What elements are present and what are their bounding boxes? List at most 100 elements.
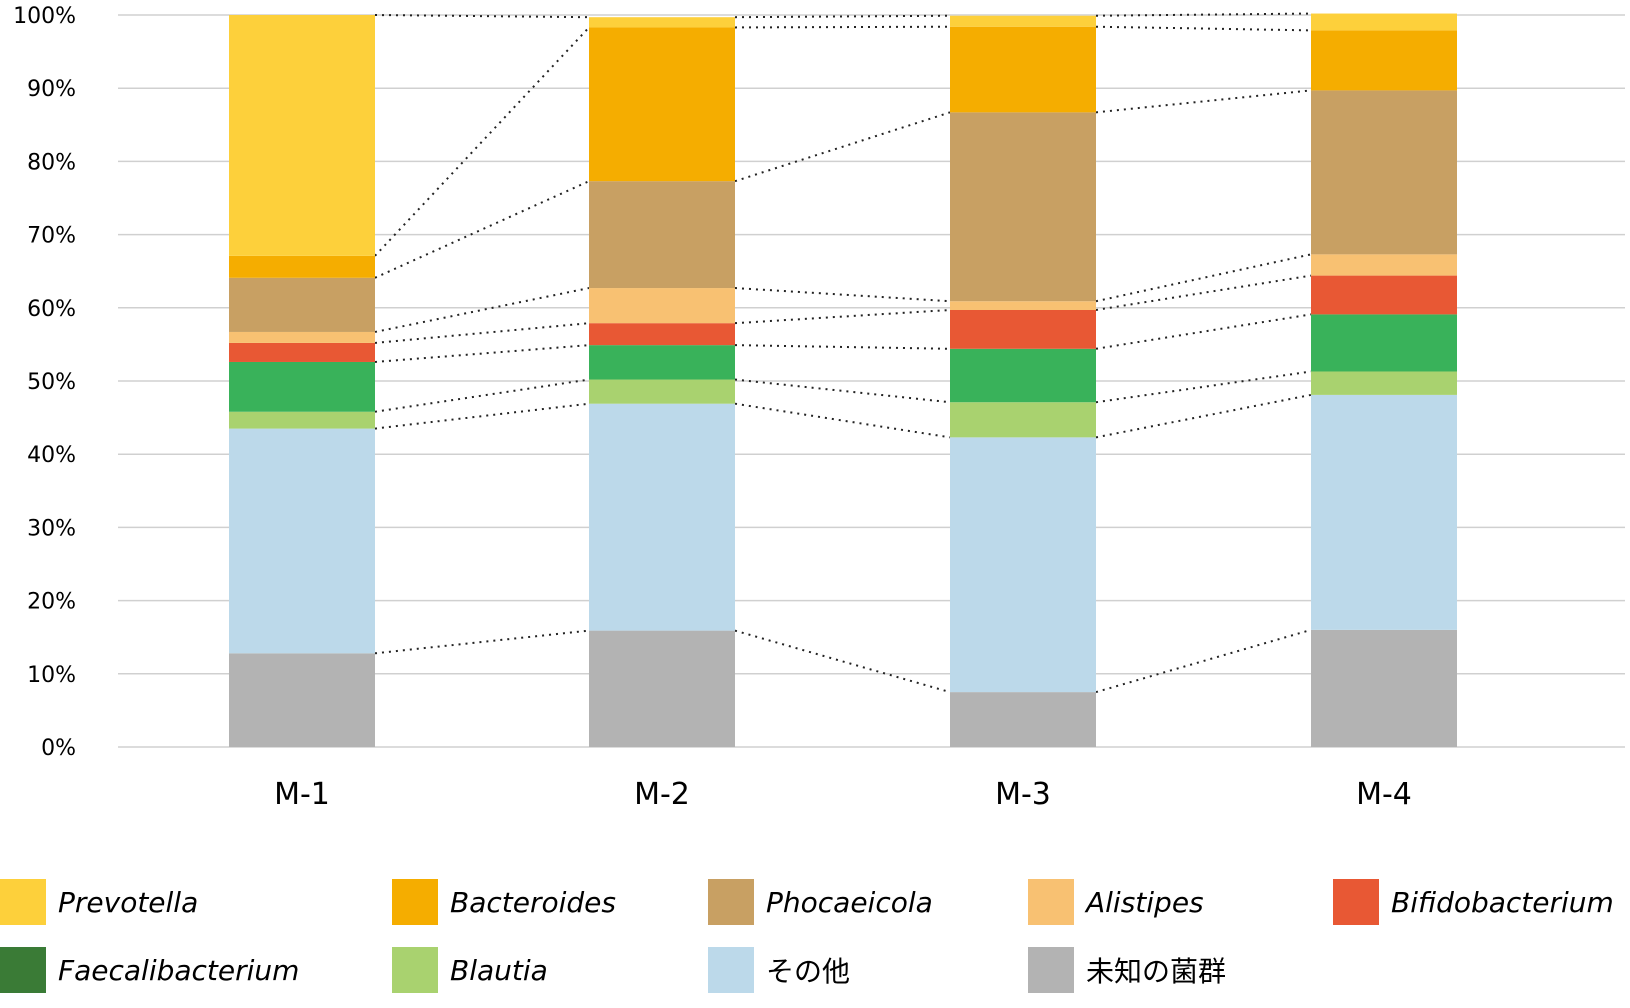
y-tick-label: 70% (27, 224, 76, 249)
y-tick-label: 80% (27, 150, 76, 175)
x-category-label: M-1 (274, 777, 330, 812)
bar-segment-Blautia (1311, 371, 1457, 395)
connector-line (374, 344, 590, 363)
legend-item: Bifidobacterium (1333, 878, 1614, 926)
connector-line (374, 26, 590, 257)
bar-segment-未知の菌群 (589, 630, 735, 747)
bar-segment-Bifidobacterium (1311, 275, 1457, 315)
connector-lines (374, 12, 1312, 694)
legend: Prevotella Bacteroides Phocaeicola Alistipe… (0, 878, 1630, 1008)
bar-segment-Alistipes (229, 331, 375, 343)
y-tick-label: 30% (27, 516, 76, 541)
legend-label: Faecalibacterium (58, 953, 300, 987)
legend-swatch (0, 947, 46, 993)
bar-segment-Prevotella (950, 15, 1096, 27)
legend-swatch (392, 947, 438, 993)
legend-item: Alistipes (1028, 878, 1204, 926)
connector-line (734, 378, 951, 404)
connector-line (1095, 25, 1312, 32)
y-tick-label: 10% (27, 663, 76, 688)
legend-swatch (708, 879, 754, 925)
legend-swatch (1333, 879, 1379, 925)
bar-segment-未知の菌群 (1311, 629, 1457, 747)
bar-segment-未知の菌群 (229, 653, 375, 747)
x-category-label: M-3 (995, 777, 1051, 812)
connector-line (734, 14, 951, 19)
legend-label: 未知の菌群 (1086, 955, 1227, 988)
connector-line (734, 308, 951, 325)
bar-segment-Bacteroides (950, 26, 1096, 113)
bar-segment-その他 (589, 403, 735, 631)
legend-item: Prevotella (0, 878, 198, 926)
legend-label: その他 (766, 955, 851, 988)
y-tick-label: 0% (41, 736, 76, 761)
bar-segment-Phocaeicola (229, 277, 375, 332)
bar-segment-Bacteroides (229, 255, 375, 278)
legend-swatch (392, 879, 438, 925)
bar-segment-Blautia (950, 402, 1096, 438)
bar-segment-Phocaeicola (950, 112, 1096, 302)
connector-line (734, 629, 951, 694)
legend-item: Faecalibacterium (0, 946, 299, 994)
legend-item: Blautia (392, 946, 548, 994)
connector-line (374, 402, 590, 430)
connector-line (374, 287, 590, 333)
bar-segment-Bacteroides (589, 27, 735, 182)
bar-segment-Alistipes (589, 288, 735, 324)
bar-segment-その他 (1311, 394, 1457, 630)
bar-segment-Bifidobacterium (950, 309, 1096, 349)
legend-item: Phocaeicola (708, 878, 933, 926)
bar-segment-Prevotella (589, 17, 735, 28)
legend-item: その他 (708, 946, 850, 994)
legend-label: Prevotella (58, 885, 199, 919)
connector-line (374, 629, 590, 655)
legend-swatch (708, 947, 754, 993)
connector-line (1095, 274, 1312, 311)
y-tick-label: 60% (27, 297, 76, 322)
bar-segment-green-band (1311, 314, 1457, 372)
x-category-label: M-2 (634, 777, 690, 812)
bar-segment-Phocaeicola (589, 181, 735, 289)
y-tick-label: 20% (27, 590, 76, 615)
bar-segment-Phocaeicola (1311, 90, 1457, 255)
connector-line (734, 344, 951, 350)
bar-segment-green-band (950, 348, 1096, 403)
bar-segment-Alistipes (1311, 254, 1457, 276)
y-tick-label: 90% (27, 77, 76, 102)
legend-label: Phocaeicola (766, 885, 933, 919)
legend-item: Bacteroides (392, 878, 616, 926)
connector-line (1095, 393, 1312, 439)
legend-label: Alistipes (1086, 885, 1204, 919)
x-category-label: M-4 (1356, 777, 1412, 812)
connector-line (734, 25, 951, 29)
bar-segment-その他 (950, 437, 1096, 693)
connector-line (1095, 89, 1312, 114)
legend-swatch (1028, 947, 1074, 993)
bar-segment-Bifidobacterium (589, 323, 735, 346)
legend-item: 未知の菌群 (1028, 946, 1226, 994)
connector-line (1095, 370, 1312, 404)
legend-swatch (0, 879, 46, 925)
bar-segment-Blautia (589, 379, 735, 404)
connector-line (734, 287, 951, 303)
bar-segment-未知の菌群 (950, 692, 1096, 747)
connector-line (1095, 12, 1312, 17)
connector-line (374, 14, 590, 19)
bar-segment-その他 (229, 428, 375, 654)
connector-line (1095, 628, 1312, 694)
connector-line (374, 378, 590, 413)
bar-segment-Blautia (229, 411, 375, 429)
stacked-bar-chart: 0% 10% 20% 30% 40% 50% 60% 70% 80% 90% 100% M-1 M-2… (13, 4, 1625, 812)
connector-line (374, 180, 590, 279)
legend-swatch (1028, 879, 1074, 925)
connector-line (1095, 313, 1312, 350)
y-axis: 0% 10% 20% 30% 40% 50% 60% 70% 80% 90% 100% (13, 4, 76, 761)
bar-segment-Bifidobacterium (229, 342, 375, 362)
legend-label: Bacteroides (450, 885, 616, 919)
legend-label: Bifidobacterium (1391, 885, 1614, 919)
bar-segment-Prevotella (1311, 13, 1457, 31)
x-axis: M-1 M-2 M-3 M-4 (274, 777, 1412, 812)
connector-line (734, 111, 951, 183)
y-tick-label: 40% (27, 443, 76, 468)
bar-segment-green-band (589, 345, 735, 380)
